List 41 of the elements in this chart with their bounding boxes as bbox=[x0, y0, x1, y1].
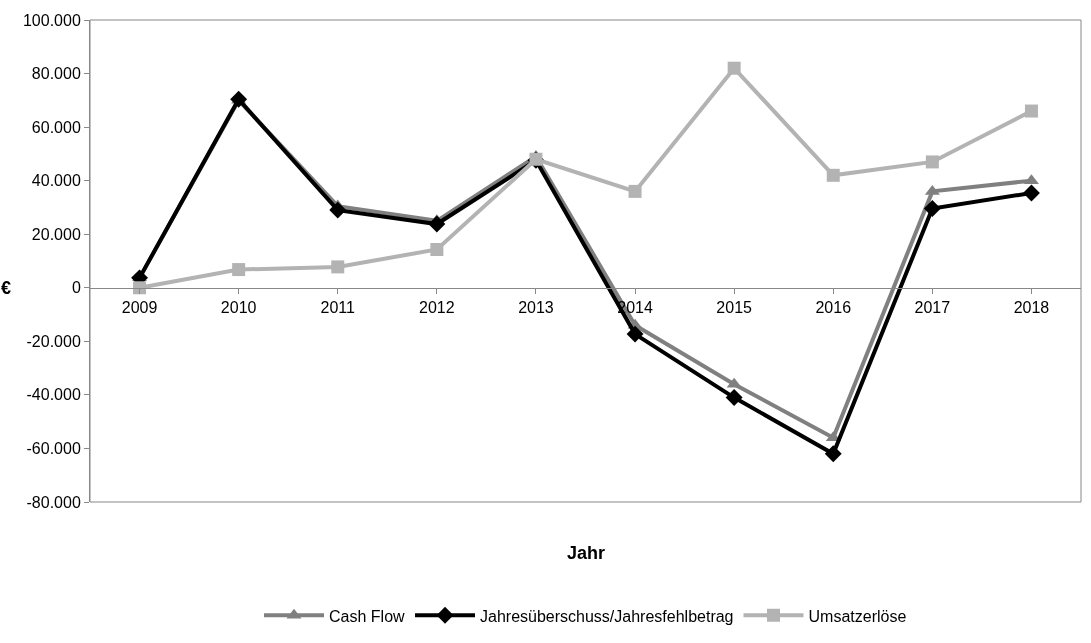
legend-label: Umsatzerlöse bbox=[808, 607, 907, 625]
point bbox=[826, 168, 840, 182]
y-tick-label: -20.000 bbox=[26, 332, 81, 350]
x-tick-label: 2016 bbox=[815, 298, 852, 316]
y-tick-label: 100.000 bbox=[22, 11, 81, 29]
x-tick-label: 2018 bbox=[1013, 298, 1050, 316]
x-tick-label: 2013 bbox=[518, 298, 554, 316]
point bbox=[626, 325, 644, 343]
y-tick-label: -80.000 bbox=[26, 493, 81, 511]
x-axis-title: Jahr bbox=[567, 543, 606, 563]
x-tick-label: 2009 bbox=[121, 298, 158, 316]
x-tick-label: 2017 bbox=[914, 298, 951, 316]
y-tick-label: 0 bbox=[71, 279, 81, 297]
point bbox=[923, 200, 941, 217]
y-axis-title: € bbox=[1, 278, 12, 298]
legend-label: Jahresüberschuss/Jahresfehlbetrag bbox=[480, 607, 734, 625]
point bbox=[329, 201, 347, 219]
y-tick-label: -60.000 bbox=[26, 440, 81, 458]
point bbox=[133, 281, 147, 295]
point bbox=[725, 389, 743, 407]
y-tick-label: 80.000 bbox=[31, 65, 81, 83]
y-tick-label: 20.000 bbox=[31, 225, 81, 243]
x-tick-label: 2015 bbox=[716, 298, 753, 316]
point bbox=[430, 242, 444, 256]
point bbox=[1023, 184, 1040, 202]
y-tick-label: 60.000 bbox=[31, 118, 81, 136]
x-tick-label: 2011 bbox=[320, 298, 356, 316]
y-tick-label: 40.000 bbox=[31, 172, 81, 190]
point bbox=[925, 155, 939, 169]
point bbox=[428, 215, 446, 233]
point bbox=[232, 263, 246, 277]
legend-label: Cash Flow bbox=[329, 607, 406, 625]
point bbox=[727, 61, 741, 75]
point bbox=[331, 260, 345, 274]
point bbox=[1024, 104, 1038, 118]
x-tick-label: 2010 bbox=[220, 298, 257, 316]
point bbox=[824, 445, 842, 463]
y-tick-label: -40.000 bbox=[26, 386, 81, 404]
x-tick-label: 2012 bbox=[419, 298, 455, 316]
point bbox=[230, 90, 248, 108]
point bbox=[628, 184, 642, 198]
